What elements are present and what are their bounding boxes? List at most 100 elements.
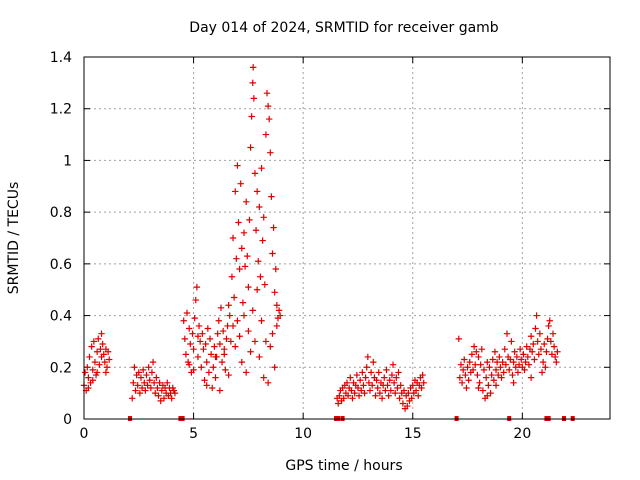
data-point bbox=[205, 369, 213, 376]
data-point bbox=[198, 364, 205, 371]
data-point bbox=[512, 364, 519, 371]
data-point bbox=[531, 356, 538, 363]
data-point bbox=[216, 387, 224, 394]
data-point bbox=[468, 351, 476, 358]
data-point bbox=[475, 353, 482, 361]
data-points bbox=[80, 64, 561, 412]
y-tick-label: 1.4 bbox=[50, 50, 72, 66]
data-point bbox=[484, 392, 491, 399]
data-point bbox=[469, 366, 477, 374]
data-point bbox=[498, 374, 505, 381]
data-point bbox=[153, 374, 160, 381]
data-point bbox=[217, 304, 225, 312]
data-point bbox=[219, 327, 227, 335]
data-point bbox=[464, 364, 471, 371]
data-point bbox=[226, 312, 233, 319]
data-point bbox=[210, 364, 217, 371]
data-point bbox=[249, 307, 256, 314]
data-point bbox=[99, 340, 106, 348]
data-point bbox=[89, 377, 96, 384]
data-point bbox=[252, 227, 260, 234]
data-point bbox=[473, 348, 480, 355]
data-point bbox=[546, 317, 553, 324]
data-point bbox=[200, 345, 207, 353]
data-point bbox=[240, 229, 248, 237]
data-point bbox=[373, 377, 380, 384]
data-point bbox=[181, 335, 189, 343]
data-point bbox=[528, 348, 536, 355]
data-point bbox=[348, 387, 355, 394]
y-tick-label: 1 bbox=[63, 153, 72, 169]
data-point bbox=[194, 353, 202, 361]
data-point bbox=[104, 348, 112, 355]
data-point bbox=[160, 395, 168, 402]
data-point bbox=[272, 265, 279, 273]
data-point bbox=[496, 353, 503, 361]
data-point bbox=[214, 330, 221, 337]
data-point bbox=[137, 374, 145, 381]
data-point bbox=[275, 307, 283, 314]
data-point bbox=[522, 358, 529, 366]
data-point bbox=[134, 382, 141, 389]
data-point bbox=[408, 395, 415, 402]
data-point bbox=[374, 384, 381, 392]
data-point bbox=[239, 299, 247, 306]
chart-title: Day 014 of 2024, SRMTID for receiver gam… bbox=[189, 20, 499, 36]
data-point bbox=[225, 302, 232, 309]
data-point bbox=[228, 273, 236, 280]
data-point bbox=[253, 286, 261, 293]
data-point bbox=[216, 340, 224, 348]
data-point bbox=[527, 333, 535, 340]
data-point bbox=[250, 95, 258, 102]
data-point bbox=[491, 348, 499, 355]
data-point bbox=[381, 374, 388, 381]
data-point bbox=[183, 309, 191, 317]
data-point bbox=[378, 395, 386, 402]
data-point bbox=[222, 366, 229, 374]
data-point bbox=[262, 131, 270, 138]
data-point bbox=[501, 345, 508, 353]
data-point bbox=[100, 351, 107, 358]
data-point bbox=[101, 358, 109, 366]
data-point bbox=[527, 374, 535, 381]
data-point bbox=[400, 387, 408, 394]
data-point bbox=[536, 330, 544, 337]
data-point bbox=[503, 330, 511, 337]
data-point bbox=[247, 348, 254, 355]
data-point bbox=[462, 371, 469, 379]
data-point bbox=[251, 338, 259, 345]
data-point bbox=[539, 358, 547, 366]
data-point bbox=[227, 338, 235, 345]
x-axis-label: GPS time / hours bbox=[285, 458, 402, 474]
data-point bbox=[458, 379, 466, 386]
data-point bbox=[86, 353, 93, 361]
data-point bbox=[194, 333, 202, 340]
data-point bbox=[384, 382, 391, 389]
data-point bbox=[514, 369, 522, 376]
data-point bbox=[489, 356, 496, 363]
data-point bbox=[265, 115, 273, 123]
data-point bbox=[474, 371, 481, 379]
data-point bbox=[248, 113, 255, 120]
data-point bbox=[136, 389, 144, 397]
data-point bbox=[470, 343, 478, 350]
data-point bbox=[90, 338, 98, 345]
data-point bbox=[405, 389, 412, 397]
data-point bbox=[129, 395, 136, 402]
data-point bbox=[204, 325, 212, 332]
data-point bbox=[264, 379, 272, 386]
data-point bbox=[145, 364, 152, 371]
data-point bbox=[360, 382, 367, 389]
data-point bbox=[349, 395, 356, 402]
x-tick-label: 5 bbox=[189, 426, 198, 442]
data-point bbox=[335, 400, 342, 407]
data-point bbox=[215, 317, 222, 324]
data-point bbox=[544, 335, 551, 343]
data-point bbox=[376, 389, 384, 397]
data-point bbox=[549, 330, 557, 337]
data-point bbox=[155, 392, 162, 399]
data-point bbox=[412, 387, 420, 394]
data-point bbox=[507, 356, 514, 363]
data-point bbox=[361, 389, 368, 397]
